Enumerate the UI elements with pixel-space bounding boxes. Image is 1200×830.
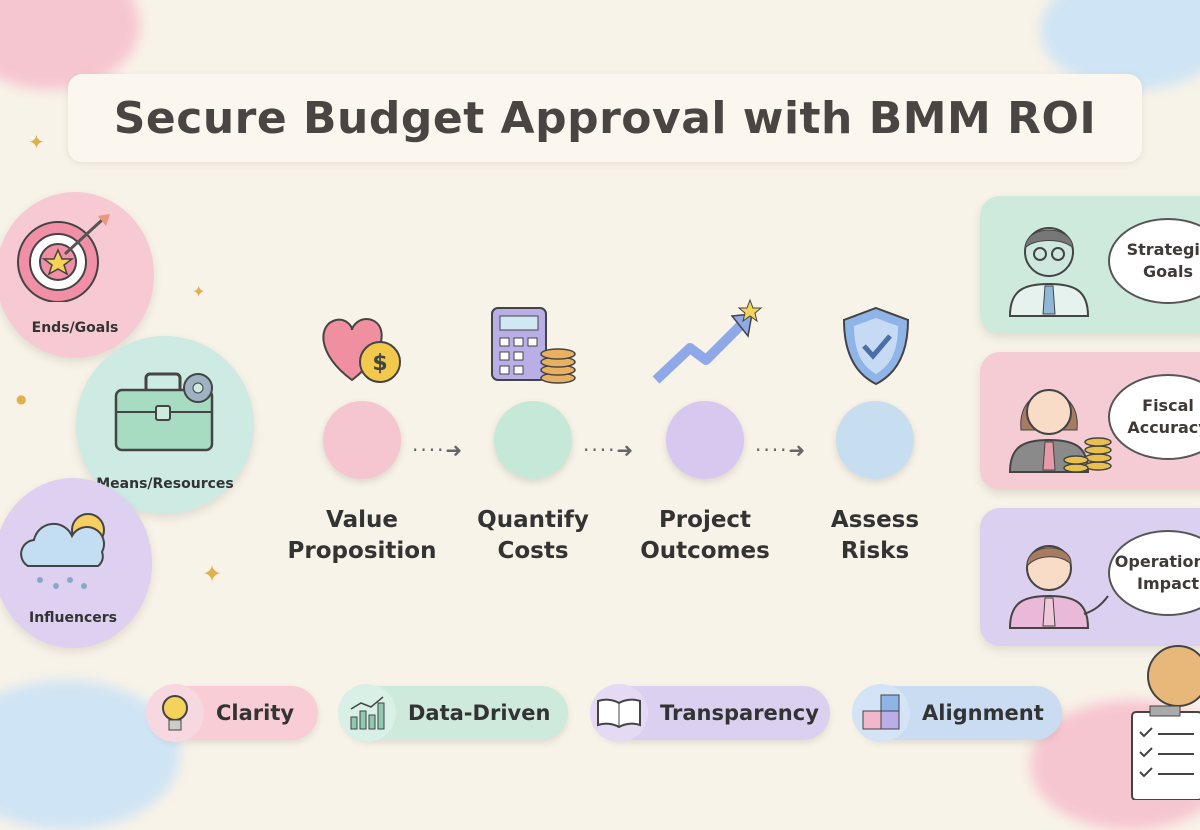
stakeholder-card: Operational Impact	[980, 508, 1200, 646]
sparkle-icon: ✦	[192, 282, 206, 301]
toolbox-icon	[114, 372, 214, 452]
value-label: Data-Driven	[408, 701, 551, 725]
page-title: Secure Budget Approval with BMM ROI	[113, 92, 1097, 144]
process-step: Project Outcomes	[625, 401, 785, 567]
stakeholder-card: Fiscal Accuracy	[980, 352, 1200, 490]
dotted-arrow-icon: ····➜	[412, 438, 465, 462]
bmm-means-resources: Means/Resources	[76, 336, 254, 514]
executive-icon	[1008, 227, 1090, 317]
value-label: Alignment	[922, 701, 1044, 725]
step-label-line: Project	[658, 507, 752, 533]
step-marker	[836, 401, 914, 479]
speech-text: Strategic	[1126, 240, 1200, 259]
dotted-arrow-icon: ····➜	[755, 438, 808, 462]
bmm-influencers: Influencers	[0, 478, 152, 648]
operations-icon	[1008, 545, 1109, 629]
bmm-label: Ends/Goals	[31, 320, 119, 336]
mascot-clipboard-icon	[1131, 645, 1200, 800]
step-marker	[666, 401, 744, 479]
value-pill-clarity: Clarity	[146, 684, 318, 742]
calculator-icon	[491, 307, 576, 384]
heart-dollar-icon: $	[322, 318, 401, 383]
speech-text: Goals	[1143, 262, 1193, 281]
value-pill-data-driven: Data-Driven	[338, 684, 568, 742]
speech-bubble: Strategic Goals	[1108, 218, 1200, 304]
value-pill-alignment: Alignment	[852, 684, 1062, 742]
process-step: Assess Risks	[795, 401, 955, 567]
shield-icon	[842, 306, 910, 386]
process-step: Value Proposition	[282, 401, 442, 567]
step-label-line: Risks	[840, 538, 910, 564]
step-label-line: Costs	[497, 538, 569, 564]
puzzle-icon	[852, 684, 910, 742]
step-label-line: Value	[326, 507, 398, 533]
step-label-line: Assess	[830, 507, 920, 533]
sparkle-icon: ✦	[28, 130, 45, 154]
step-label-line: Outcomes	[640, 538, 770, 564]
step-label-line: Quantify	[477, 507, 589, 533]
target-icon	[17, 214, 110, 302]
speech-bubble: Fiscal Accuracy	[1108, 374, 1200, 460]
speech-text: Operational	[1114, 552, 1200, 571]
dot-decoration: ●	[16, 392, 27, 406]
speech-text: Impact	[1136, 574, 1199, 593]
title-banner: Secure Budget Approval with BMM ROI	[68, 74, 1142, 162]
dotted-arrow-icon: ····➜	[583, 438, 636, 462]
step-marker	[494, 401, 572, 479]
bmm-label: Influencers	[28, 610, 117, 626]
book-icon	[590, 684, 648, 742]
value-label: Transparency	[660, 701, 819, 725]
bar-chart-icon	[338, 684, 396, 742]
step-label-line: Proposition	[287, 538, 437, 564]
growth-arrow-icon	[652, 298, 763, 384]
step-label: Value Proposition	[282, 505, 442, 567]
value-label: Clarity	[216, 701, 295, 725]
finance-icon	[1008, 389, 1112, 473]
step-marker	[323, 401, 401, 479]
lightbulb-icon	[146, 684, 204, 742]
stakeholder-card: Strategic Goals	[980, 196, 1200, 334]
bmm-label: Means/Resources	[96, 476, 234, 492]
sparkle-icon: ✦	[202, 560, 223, 588]
step-label: Quantify Costs	[453, 505, 613, 567]
process-step: Quantify Costs	[453, 401, 613, 567]
speech-text: Fiscal	[1142, 396, 1194, 415]
step-label: Project Outcomes	[625, 505, 785, 567]
speech-bubble: Operational Impact	[1108, 530, 1200, 616]
speech-text: Accuracy	[1127, 418, 1200, 437]
value-pill-transparency: Transparency	[590, 684, 830, 742]
bmm-ends-goals: Ends/Goals	[0, 192, 154, 358]
step-label: Assess Risks	[795, 505, 955, 567]
weather-icon	[20, 513, 105, 589]
svg-text:$: $	[372, 351, 387, 376]
